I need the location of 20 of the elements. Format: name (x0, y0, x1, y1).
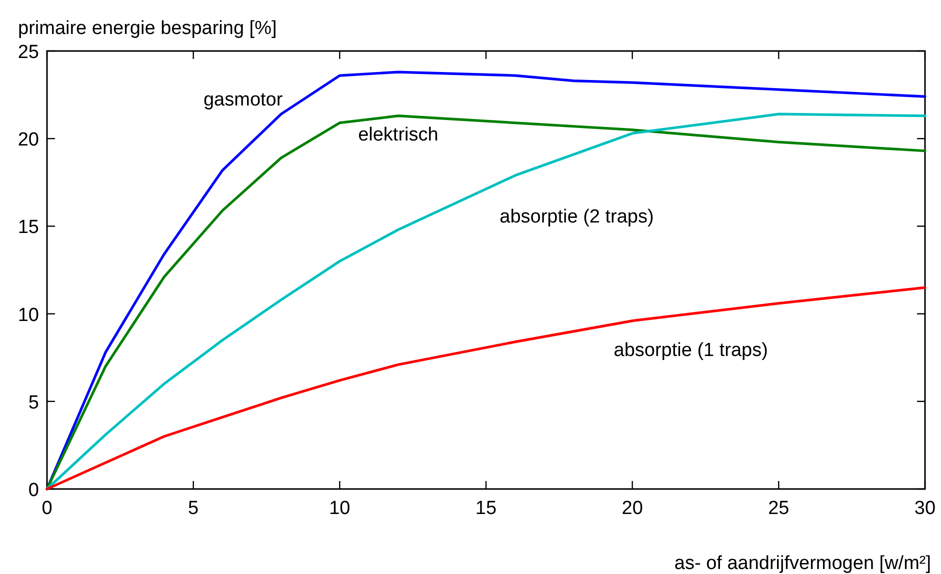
line-series (46, 286, 926, 490)
x-tick-label: 20 (622, 498, 643, 519)
y-tick-label: 20 (18, 130, 39, 151)
x-tick-label: 25 (768, 498, 790, 519)
x-axis-title: as- of aandrijfvermogen [w/m²] (674, 553, 931, 574)
y-tick-label: 25 (18, 42, 39, 63)
x-tick-label: 15 (475, 498, 497, 519)
y-tick-label: 5 (28, 392, 39, 414)
y-tick-label: 0 (28, 480, 39, 501)
y-tick-label: 15 (18, 217, 39, 238)
series-label: gasmotor (203, 89, 284, 110)
x-tick-label: 5 (188, 498, 199, 519)
x-tick-label: 30 (914, 498, 936, 519)
y-tick-label: 10 (18, 304, 39, 326)
y-axis-title: primaire energie besparing [%] (18, 18, 277, 39)
x-tick-label: 0 (42, 498, 52, 519)
series-label: elektrisch (358, 124, 438, 146)
series-label: absorptie (2 traps) (500, 206, 654, 228)
series-label: absorptie (1 traps) (614, 340, 768, 361)
x-tick-label: 10 (329, 498, 350, 519)
